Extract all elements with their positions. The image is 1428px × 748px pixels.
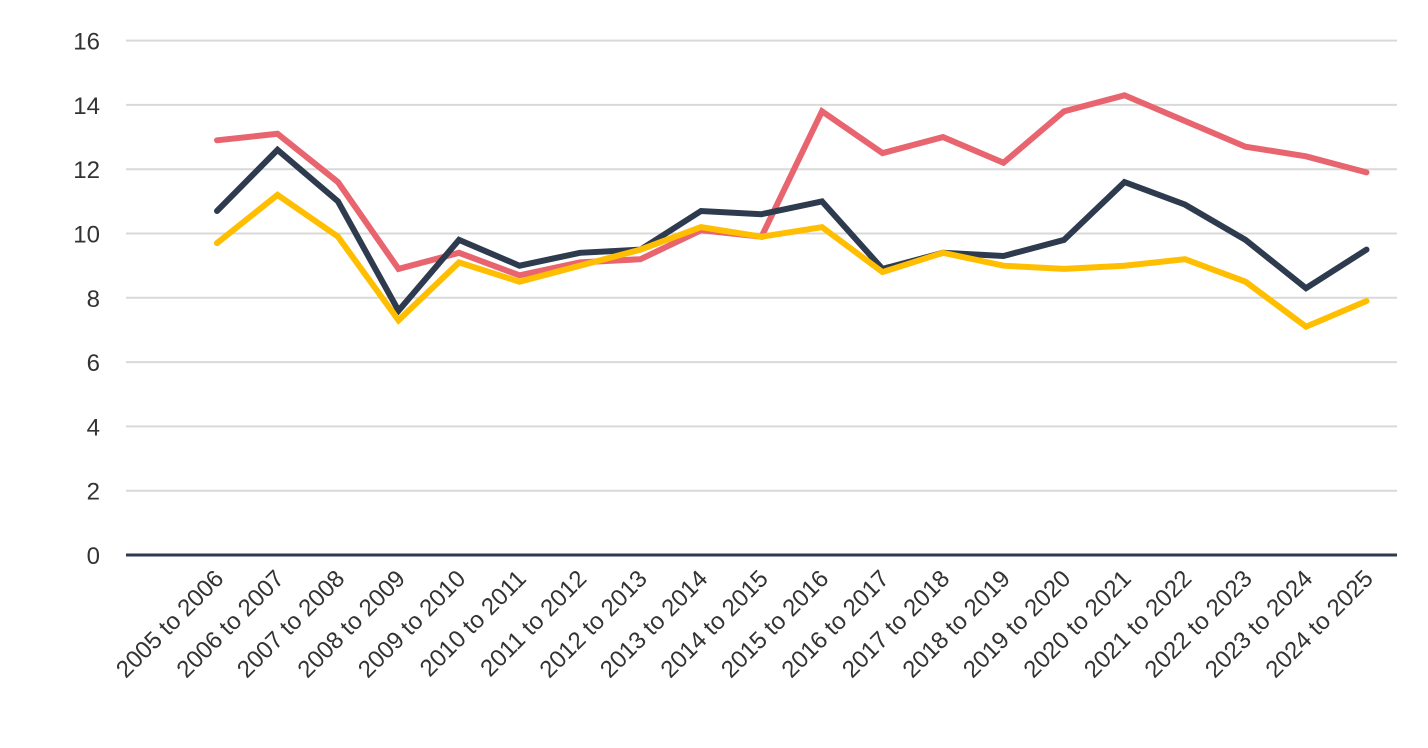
y-tick-label: 8	[87, 286, 100, 313]
y-tick-label: 14	[73, 93, 100, 120]
y-tick-label: 6	[87, 350, 100, 377]
y-tick-label: 0	[87, 543, 100, 570]
series-line-2	[214, 145, 1370, 316]
series-lines	[214, 92, 1370, 331]
y-tick-label: 4	[87, 414, 100, 441]
y-tick-label: 10	[73, 222, 100, 249]
series-line-1	[214, 92, 1370, 279]
series-line-3	[214, 191, 1370, 331]
y-tick-label: 12	[73, 157, 100, 184]
y-axis-ticks: 0 2 4 6 8 10 12 14 16	[73, 29, 100, 570]
y-tick-label: 2	[87, 479, 100, 506]
x-tick-label: 2024 to 2025	[1261, 565, 1379, 683]
y-tick-label: 16	[73, 29, 100, 56]
